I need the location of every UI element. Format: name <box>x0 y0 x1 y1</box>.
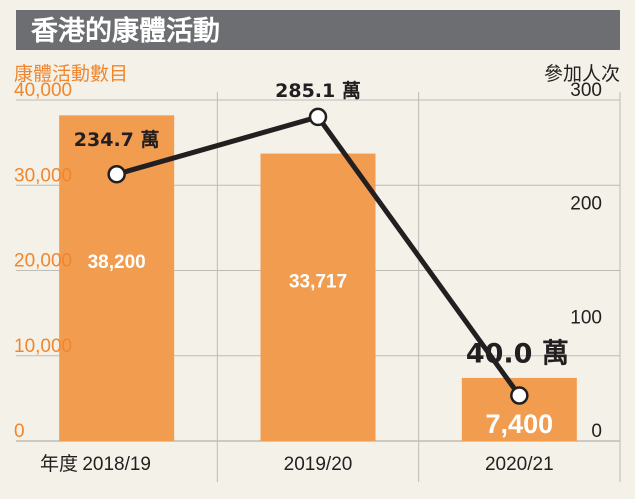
line-value-label: 234.7 萬 <box>74 129 160 151</box>
line-point <box>107 164 126 184</box>
title-banner <box>16 10 620 50</box>
left-axis-title: 康體活動數目 <box>14 63 128 85</box>
left-tick-label: 20,000 <box>14 251 72 272</box>
right-tick-label: 300 <box>570 80 602 101</box>
line-value-label: 285.1 萬 <box>275 80 361 102</box>
left-tick-label: 30,000 <box>14 165 72 186</box>
chart-title: 香港的康體活動 <box>31 15 220 47</box>
left-tick-label: 0 <box>14 421 25 442</box>
bar <box>260 153 376 442</box>
left-tick-label: 10,000 <box>14 336 72 357</box>
tick-labels: 40,000 30,000 20,000 10,000 0 300 200 100 0 2018/… <box>14 80 602 475</box>
right-tick-label: 0 <box>591 421 602 442</box>
right-tick-label: 200 <box>570 194 602 215</box>
right-tick-label: 100 <box>570 307 602 328</box>
left-tick-label: 40,000 <box>14 80 72 101</box>
x-axis-title: 年度 <box>40 453 78 475</box>
line-series <box>107 107 529 405</box>
x-tick-label: 2019/20 <box>284 454 353 475</box>
bar-value-label: 33,717 <box>289 271 347 292</box>
line-point <box>308 107 328 127</box>
line-point <box>510 386 529 405</box>
bar-value-label: 38,200 <box>88 252 146 273</box>
data-labels: 38,200 33,717 7,400 234.7 萬 285.1 萬 40.0 萬 <box>74 80 569 439</box>
x-tick-label: 2020/21 <box>485 454 554 475</box>
line-value-label: 40.0 萬 <box>466 339 569 370</box>
right-axis-title: 參加人次 <box>544 63 620 85</box>
x-tick-label: 2018/19 <box>82 454 151 475</box>
bar-value-label: 7,400 <box>486 409 554 439</box>
